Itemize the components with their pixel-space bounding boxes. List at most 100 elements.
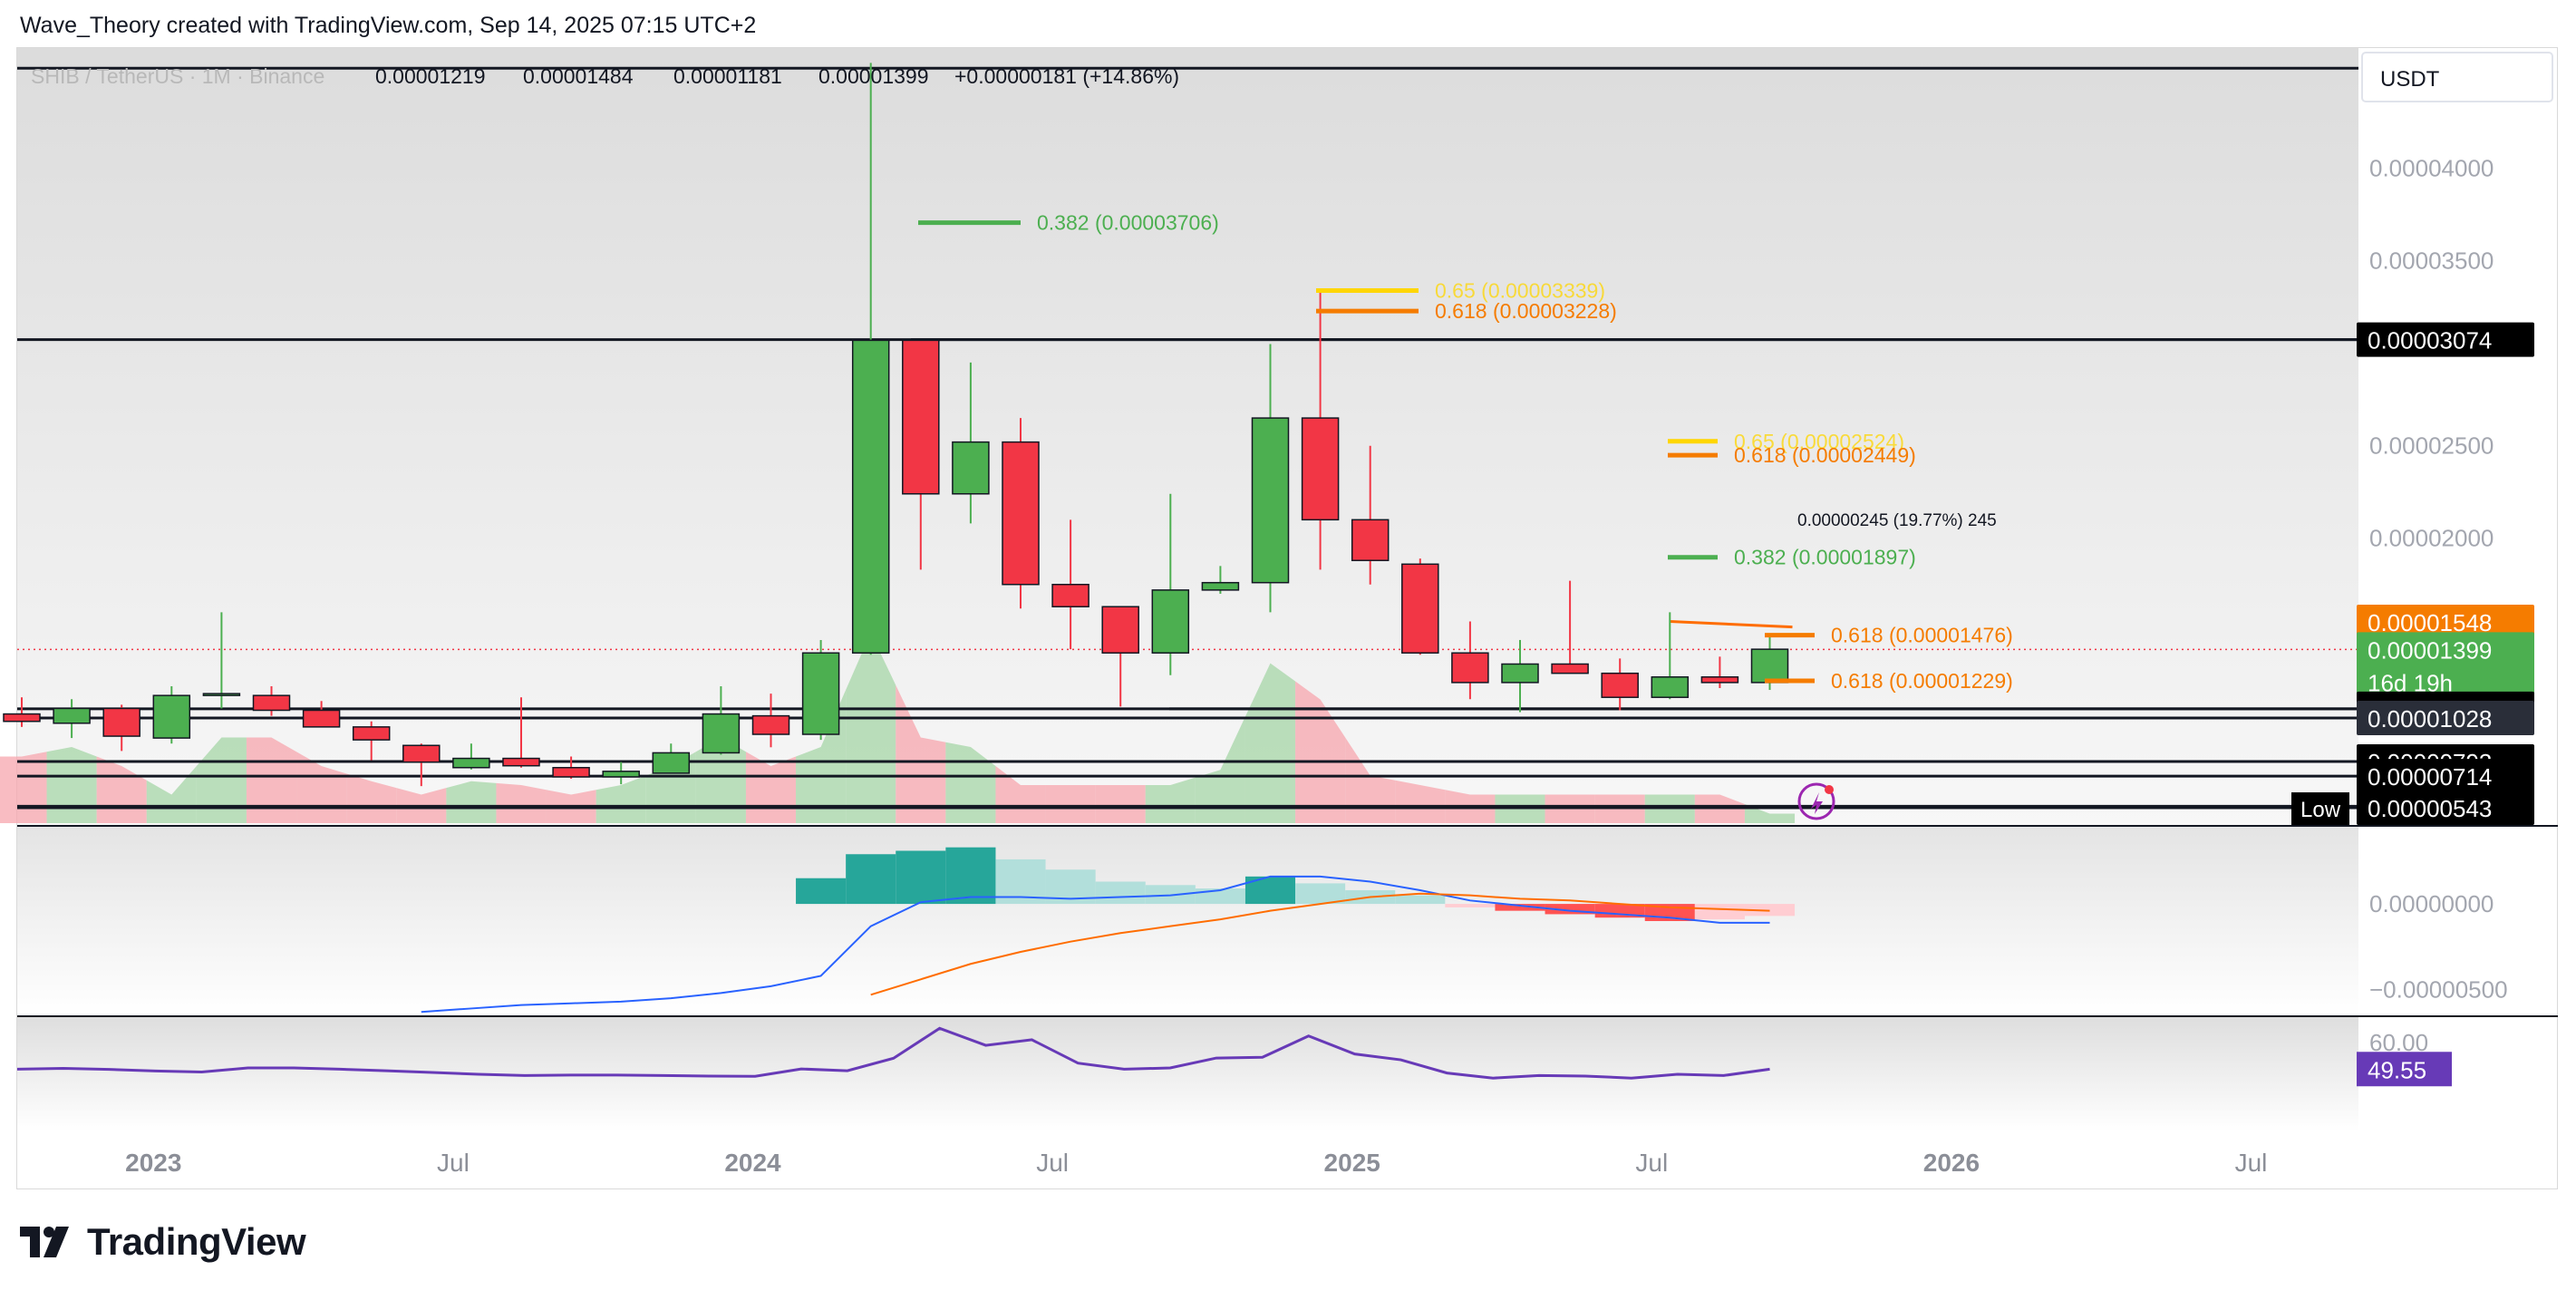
price-label-text: 0.00001399 bbox=[2368, 636, 2492, 664]
time-axis-tick: Jul bbox=[437, 1149, 470, 1177]
candle-body[interactable] bbox=[352, 726, 391, 741]
candle-body[interactable] bbox=[1451, 652, 1489, 684]
candle-body[interactable] bbox=[102, 707, 140, 737]
candle-body[interactable] bbox=[1051, 583, 1089, 607]
symbol-name[interactable]: SHIB / TetherUS · 1M · Binance bbox=[31, 64, 324, 88]
candle-body[interactable] bbox=[652, 752, 691, 774]
candle-body[interactable] bbox=[1251, 417, 1290, 584]
candle-body[interactable] bbox=[602, 771, 640, 778]
candle-body[interactable] bbox=[1351, 519, 1390, 561]
low-tag: Low bbox=[2300, 798, 2341, 822]
price-label-tag bbox=[2357, 759, 2534, 794]
fib-level-label: 0.618 (0.00003228) bbox=[1435, 299, 1617, 323]
fib-level-label: 0.382 (0.00001897) bbox=[1734, 546, 1916, 569]
fib-level-label: 0.618 (0.00001476) bbox=[1831, 624, 2013, 647]
macd-histogram-bar bbox=[1445, 904, 1496, 907]
candle-body[interactable] bbox=[851, 339, 890, 654]
candle-body[interactable] bbox=[1002, 441, 1040, 586]
candle-body[interactable] bbox=[1151, 589, 1190, 654]
macd-indicator bbox=[421, 847, 1796, 1014]
macd-histogram-bar bbox=[1095, 881, 1146, 905]
price-pane-background bbox=[17, 48, 2358, 825]
fib-level-label: 0.618 (0.00002449) bbox=[1734, 443, 1916, 467]
trend-line[interactable] bbox=[1670, 620, 1793, 629]
ohlc-high: 0.00001484 bbox=[523, 64, 634, 88]
candle-body[interactable] bbox=[1750, 648, 1789, 684]
price-label-tag bbox=[2357, 701, 2534, 736]
candle-body[interactable] bbox=[1401, 563, 1439, 654]
price-label-tag bbox=[2357, 791, 2534, 826]
price-label-text: 0.00000543 bbox=[2368, 795, 2492, 822]
price-axis-tick: 0.00002500 bbox=[2369, 432, 2494, 460]
candle-body[interactable] bbox=[53, 707, 91, 724]
price-axis-tick: 0.00002000 bbox=[2369, 525, 2494, 552]
volume-area bbox=[496, 782, 547, 823]
ohlc-low: 0.00001181 bbox=[673, 64, 782, 88]
candle-body[interactable] bbox=[202, 693, 241, 696]
candle-body[interactable] bbox=[152, 694, 191, 739]
fib-levels: 0.382 (0.00003706)0.65 (0.00003339)0.618… bbox=[918, 211, 2013, 693]
axes: 0.00004000 0.00003500 0.00002500 0.00002000… bbox=[125, 155, 2507, 1177]
chart-frame bbox=[16, 47, 2558, 1189]
macd-histogram-bar bbox=[896, 850, 946, 905]
candle-body[interactable] bbox=[3, 713, 41, 723]
volume-area bbox=[1195, 716, 1245, 823]
price-axis-tick: 0.00003500 bbox=[2369, 247, 2494, 275]
candle-body[interactable] bbox=[252, 694, 291, 712]
volume-area bbox=[1395, 780, 1446, 823]
price-axis-tick: 0.00004000 bbox=[2369, 155, 2494, 182]
candles bbox=[3, 63, 1789, 787]
candle-body[interactable] bbox=[552, 766, 590, 778]
candle-body[interactable] bbox=[1601, 672, 1639, 698]
candle-body[interactable] bbox=[1301, 417, 1340, 521]
volume-area bbox=[695, 737, 746, 823]
tradingview-logo-icon bbox=[20, 1227, 69, 1257]
candle-body[interactable] bbox=[902, 339, 940, 495]
price-labels: 0.000030740.000015480.000013990.00001078… bbox=[2291, 322, 2534, 1087]
candle-body[interactable] bbox=[302, 709, 341, 728]
rsi-value-label: 49.55 bbox=[2368, 1056, 2426, 1083]
symbol-bar[interactable]: SHIB / TetherUS · 1M · Binance 0.0000121… bbox=[31, 64, 1179, 88]
fib-level-label: 0.382 (0.00003706) bbox=[1037, 211, 1219, 235]
alert-icon[interactable] bbox=[1797, 782, 1835, 820]
attribution-header: Wave_Theory created with TradingView.com… bbox=[20, 13, 757, 38]
candle-body[interactable] bbox=[1700, 676, 1739, 684]
chart-canvas[interactable]: 0.382 (0.00003706)0.65 (0.00003339)0.618… bbox=[0, 0, 2576, 1197]
candle-body[interactable] bbox=[402, 744, 441, 763]
candle-body[interactable] bbox=[452, 757, 490, 769]
candle-body[interactable] bbox=[952, 441, 990, 495]
macd-histogram-bar bbox=[945, 847, 996, 905]
candle-body[interactable] bbox=[1201, 581, 1240, 591]
price-label-text: 0.00003074 bbox=[2368, 327, 2492, 354]
candle-body[interactable] bbox=[1551, 663, 1589, 674]
macd-line bbox=[421, 875, 1770, 1014]
macd-axis-tick: 0.00000000 bbox=[2369, 890, 2494, 917]
rsi-indicator bbox=[16, 1026, 1770, 1080]
candle-body[interactable] bbox=[751, 714, 790, 735]
brand-logo[interactable]: TradingView bbox=[20, 1220, 306, 1264]
volume-area bbox=[246, 737, 297, 823]
currency-selector[interactable]: USDT bbox=[2361, 52, 2553, 102]
volume-area bbox=[1244, 663, 1296, 823]
time-axis-tick: Jul bbox=[2235, 1149, 2268, 1177]
candle-body[interactable] bbox=[801, 652, 840, 735]
candle-body[interactable] bbox=[1501, 663, 1539, 684]
price-label-tag bbox=[2357, 632, 2534, 700]
volume-area bbox=[446, 781, 497, 823]
candle-body[interactable] bbox=[502, 757, 540, 767]
rsi-pane-background bbox=[17, 1017, 2358, 1131]
brand-name: TradingView bbox=[87, 1220, 306, 1263]
price-label-tag bbox=[2357, 604, 2534, 639]
countdown-label: 16d 19h bbox=[2368, 669, 2453, 696]
time-axis-tick: Jul bbox=[1036, 1149, 1069, 1177]
time-axis-tick: 2023 bbox=[125, 1149, 181, 1177]
candle-body[interactable] bbox=[1651, 676, 1690, 698]
time-axis-tick: Jul bbox=[1635, 1149, 1668, 1177]
volume-area bbox=[346, 773, 397, 823]
volume-area bbox=[1095, 785, 1146, 823]
macd-histogram-bar bbox=[1395, 895, 1446, 905]
price-label-text: 0.00000714 bbox=[2368, 763, 2492, 791]
candle-body[interactable] bbox=[1101, 606, 1139, 654]
low-tag-box bbox=[2291, 792, 2349, 826]
candle-body[interactable] bbox=[702, 713, 741, 754]
